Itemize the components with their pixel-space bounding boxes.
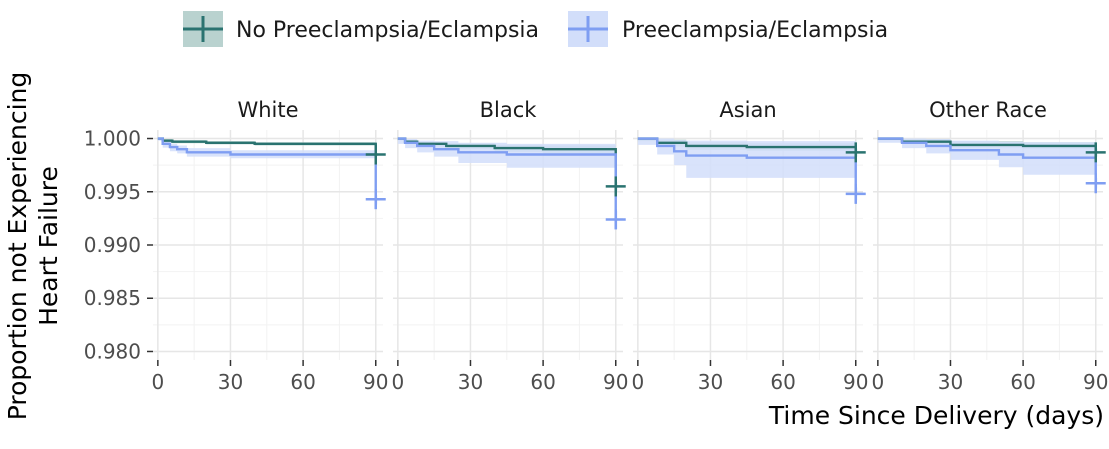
y-tick-label: 1.000 [84, 127, 141, 151]
facet-panel: Other Race 0 30 60 90 [871, 98, 1108, 394]
facet-strip-label: Asian [719, 98, 776, 122]
x-tick-label: 90 [1083, 370, 1108, 394]
x-tick-label: 30 [218, 370, 243, 394]
y-axis-title-line-2: Heart Failure [34, 166, 63, 326]
confidence-band [637, 138, 858, 201]
legend: No Preeclampsia/Eclampsia Preeclampsia/E… [183, 11, 888, 47]
x-tick-label: 60 [290, 370, 315, 394]
facet-panel: Black 0 30 60 90 [391, 98, 628, 394]
facet-strip-label: White [237, 98, 298, 122]
y-tick-label: 0.985 [84, 286, 141, 310]
x-tick-label: 0 [871, 370, 884, 394]
legend-label-preeclampsia: Preeclampsia/Eclampsia [622, 18, 888, 43]
x-tick-label: 30 [938, 370, 963, 394]
x-tick-label: 60 [530, 370, 555, 394]
confidence-band [397, 138, 618, 230]
x-tick-label: 0 [631, 370, 644, 394]
facet-strip-label: Other Race [929, 98, 1047, 122]
x-tick-label: 60 [1010, 370, 1035, 394]
facet-strip-label: Black [480, 98, 538, 122]
x-tick-label: 30 [698, 370, 723, 394]
y-tick-label: 0.995 [84, 180, 141, 204]
y-axis-title-line-1: Proportion not Experiencing [3, 72, 32, 421]
survival-curve [397, 137, 618, 221]
x-tick-label: 30 [458, 370, 483, 394]
y-tick-label: 0.980 [84, 339, 141, 363]
facet-panel: Asian 0 30 60 90 [631, 98, 868, 394]
legend-label-no-preeclampsia: No Preeclampsia/Eclampsia [236, 18, 539, 43]
x-tick-label: 90 [843, 370, 868, 394]
x-tick-label: 0 [391, 370, 404, 394]
confidence-band [877, 138, 1098, 189]
x-tick-label: 90 [363, 370, 388, 394]
x-tick-label: 0 [151, 370, 164, 394]
y-axis: 0.980 0.985 0.990 0.995 1.000 [84, 127, 153, 363]
survival-curve [877, 137, 1098, 185]
x-tick-label: 60 [770, 370, 795, 394]
x-axis-title: Time Since Delivery (days) [768, 401, 1104, 430]
y-tick-label: 0.990 [84, 233, 141, 257]
facet-panel: White 0 30 60 90 [151, 98, 388, 394]
x-tick-label: 90 [603, 370, 628, 394]
